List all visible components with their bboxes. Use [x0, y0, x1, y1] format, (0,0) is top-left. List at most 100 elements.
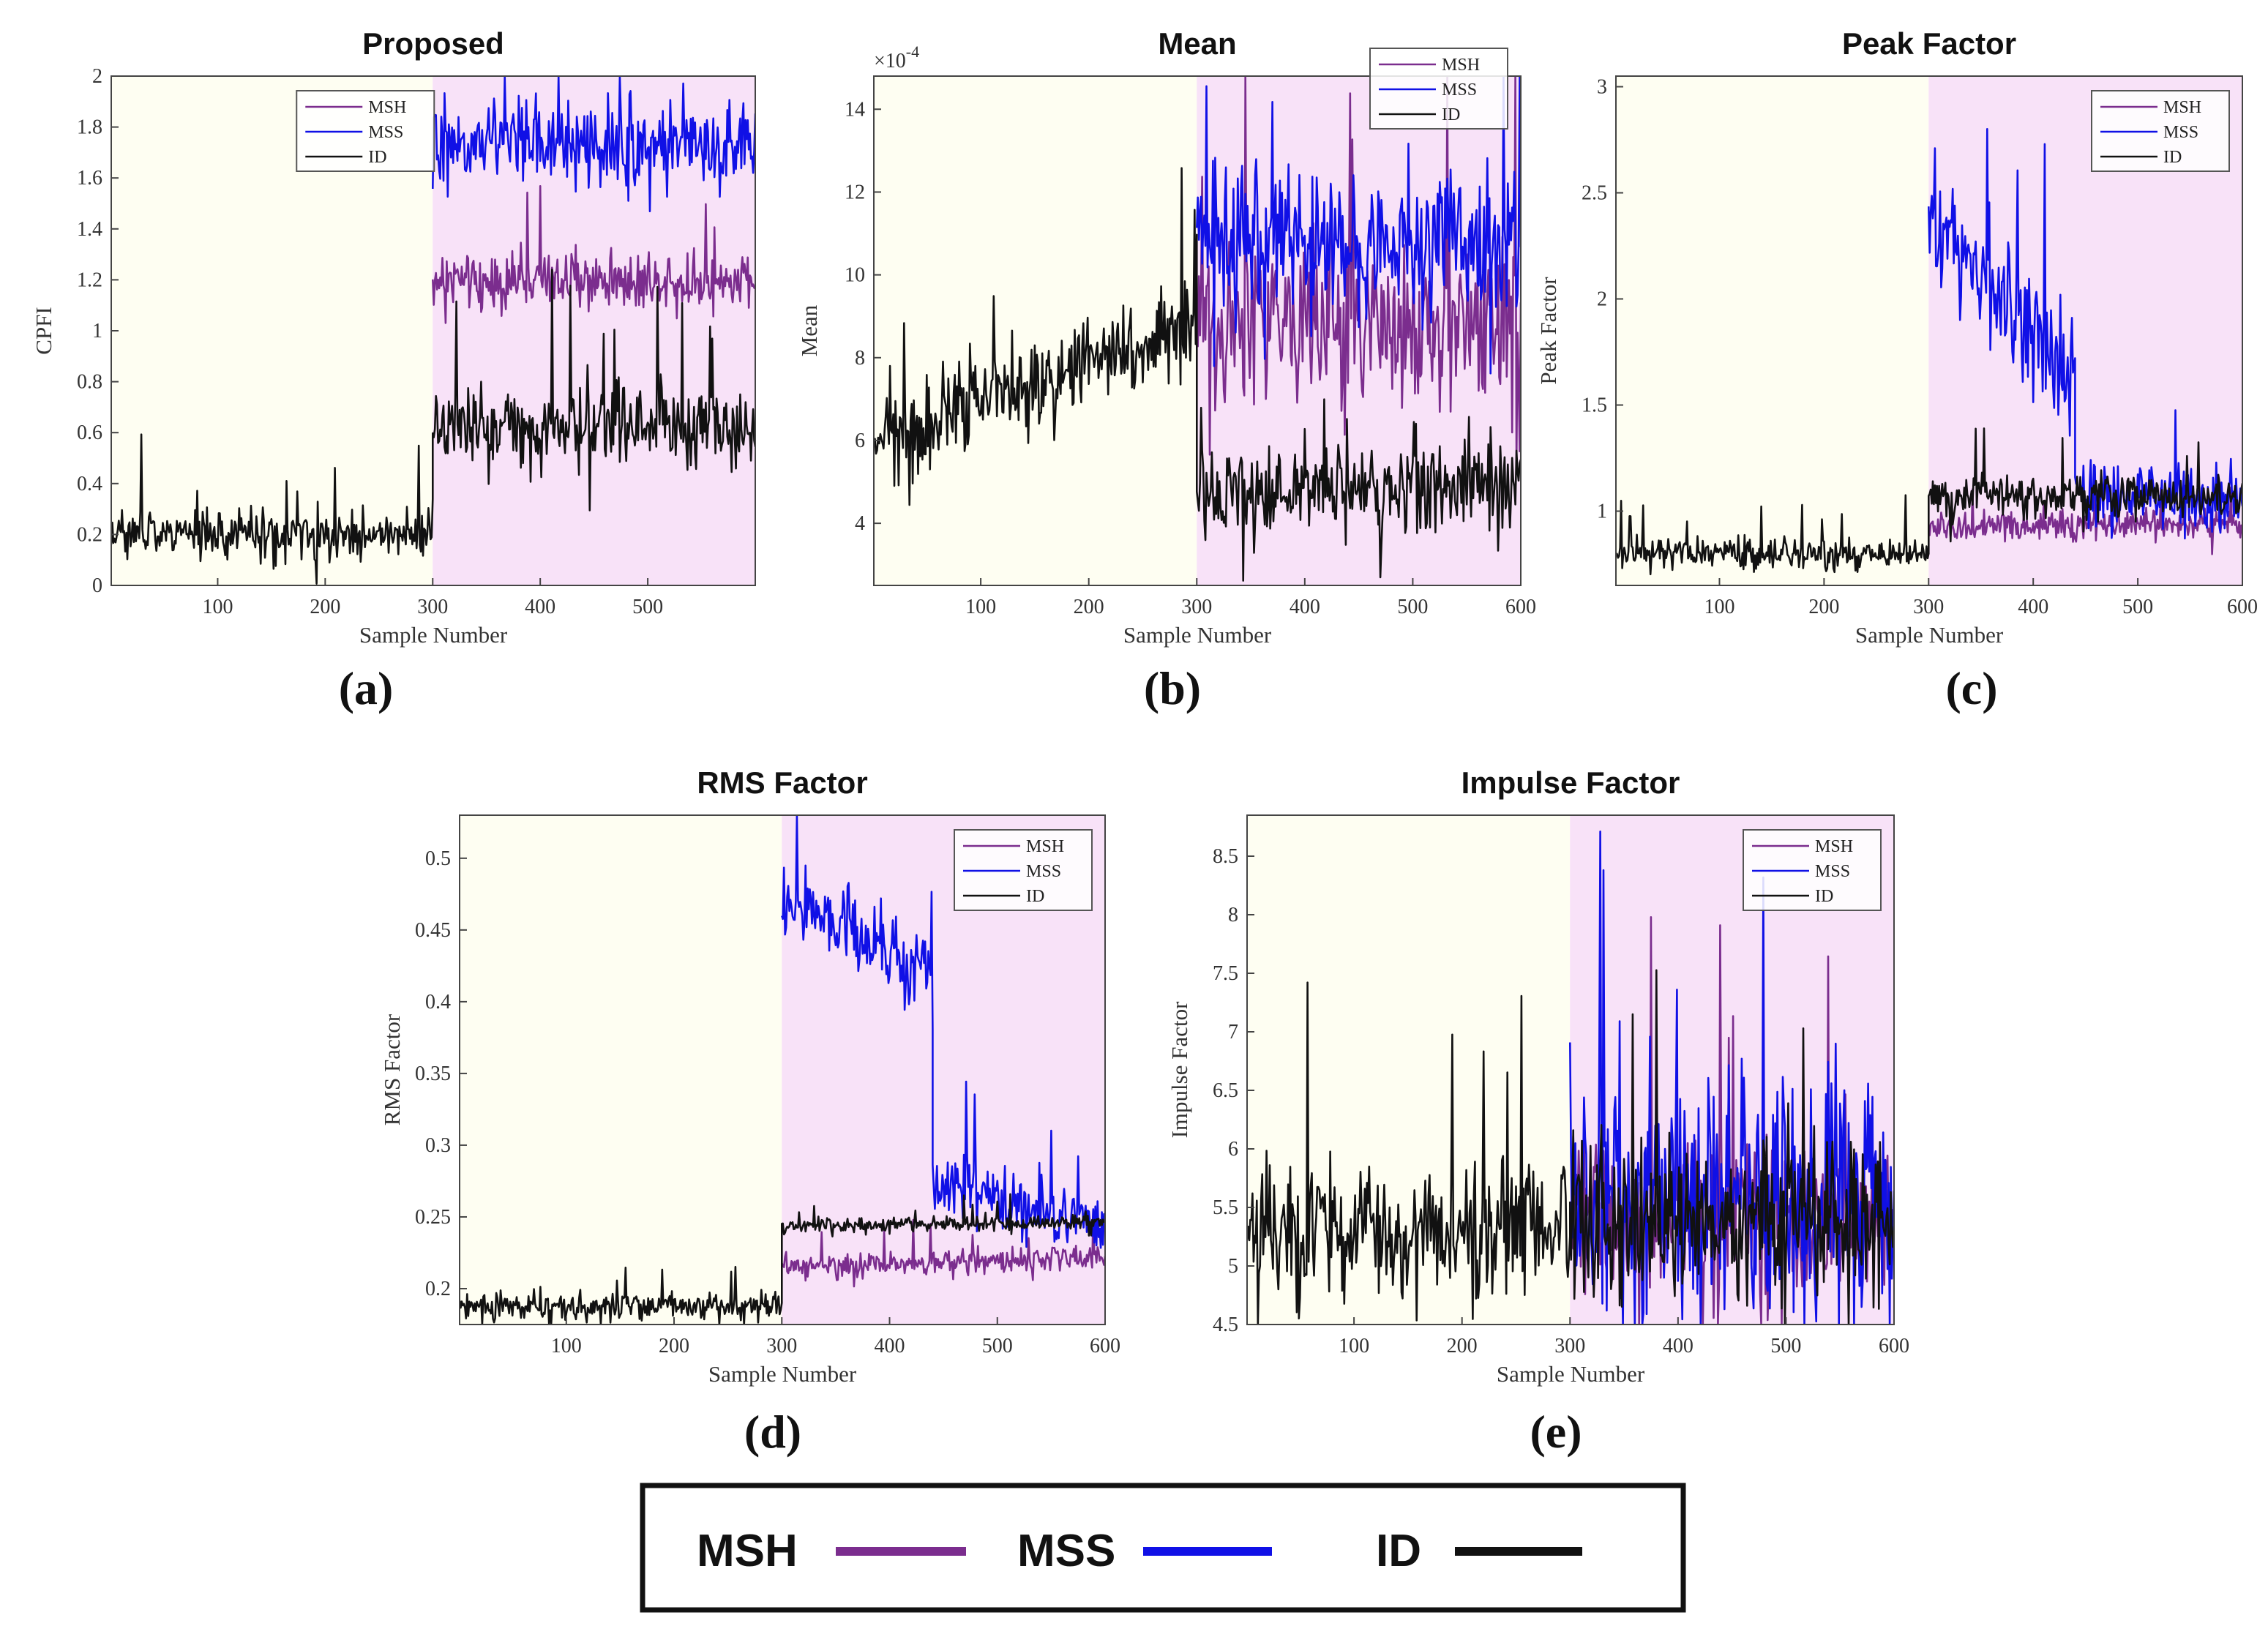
- panel-label: (d): [744, 1406, 801, 1458]
- chart-panel-c: 100 200 300 400 500 600 1 1.5 2 2.5 3 Peak Factor Sa…: [1535, 26, 2258, 714]
- y-tick-label: 14: [845, 98, 865, 121]
- x-axis-label: Sample Number: [1497, 1361, 1645, 1387]
- y-tick-label: 1.4: [77, 218, 102, 241]
- series-group: [1616, 128, 2242, 576]
- x-tick-label: 600: [1879, 1335, 1909, 1357]
- panel-label: (e): [1530, 1406, 1582, 1458]
- y-tick-label: 12: [845, 181, 865, 203]
- x-tick-label: 500: [1770, 1335, 1801, 1357]
- legend-entry-msh: MSH: [1815, 837, 1853, 856]
- x-tick-label: 400: [875, 1335, 905, 1357]
- x-tick-label: 300: [1181, 596, 1212, 618]
- series-group: [1247, 831, 1894, 1325]
- series-group: [111, 76, 755, 585]
- y-tick-label: 8.5: [1213, 845, 1238, 868]
- y-tick-label: 0.2: [425, 1278, 451, 1300]
- x-tick-label: 400: [2018, 596, 2048, 618]
- legend-entry-id: ID: [1442, 105, 1460, 124]
- legend-entry-id: ID: [1026, 887, 1044, 906]
- y-tick-label: 2: [92, 65, 102, 88]
- x-axis-label: Sample Number: [1855, 622, 2004, 648]
- chart-panel-d: 100 200 300 400 500 600 0.2 0.25 0.3 0.35 0.4 0.45 0…: [379, 765, 1120, 1458]
- series-line-id: [460, 1193, 1105, 1325]
- axis-exponent-power: -4: [906, 42, 919, 61]
- y-tick-label: 8: [1228, 904, 1238, 926]
- axis-exponent-label: ×10-4: [874, 42, 919, 72]
- x-tick-label: 200: [1074, 596, 1104, 618]
- panel-label: (a): [339, 662, 394, 714]
- y-tick-label: 4: [855, 512, 865, 535]
- x-tick-label: 100: [1339, 1335, 1369, 1357]
- legend-box: MSH MSS ID: [296, 90, 435, 172]
- healthy-region: [874, 76, 1197, 585]
- y-tick-label: 2.5: [1582, 182, 1607, 205]
- healthy-region: [460, 815, 782, 1325]
- panel-label: (c): [1945, 662, 1997, 714]
- fault-region: [433, 76, 755, 585]
- y-tick-label: 0.2: [77, 523, 102, 546]
- x-tick-label: 500: [982, 1335, 1013, 1357]
- legend-entry-msh: MSH: [2163, 98, 2201, 117]
- y-tick-label: 0.35: [415, 1063, 451, 1085]
- y-tick-label: 0.6: [77, 422, 102, 444]
- chart-panel-a: 100 200 300 400 500 0 0.2 0.4 0.6 0.8 1 1.2 1.4 1.6 1.…: [31, 26, 756, 714]
- y-tick-label: 6.5: [1213, 1079, 1238, 1102]
- y-tick-label: 0.45: [415, 919, 451, 942]
- y-tick-label: 0.25: [415, 1206, 451, 1229]
- legend-entry-msh: MSH: [1026, 837, 1064, 856]
- bottom-legend-label-id: ID: [1376, 1526, 1421, 1576]
- chart-panel-e: 100 200 300 400 500 600 4.5 5 5.5 6 6.5 7 7.5 8 8.5 Imp…: [1167, 765, 1909, 1458]
- series-line-msh: [432, 185, 755, 324]
- legend-entry-mss: MSS: [2163, 123, 2198, 142]
- x-tick-label: 500: [632, 596, 663, 618]
- x-tick-label: 200: [310, 596, 340, 618]
- y-tick-label: 5: [1228, 1255, 1238, 1278]
- y-tick-label: 0.5: [425, 847, 451, 870]
- legend-entry-id: ID: [368, 148, 386, 167]
- y-tick-label: 1.8: [77, 116, 102, 139]
- series-line-mss: [781, 815, 1105, 1249]
- legend-entry-mss: MSS: [1815, 862, 1850, 881]
- y-axis-label: Mean: [796, 304, 822, 356]
- x-tick-label: 400: [1663, 1335, 1693, 1357]
- series-line-id: [874, 167, 1521, 582]
- chart-panel-b: 100 200 300 400 500 600 4 6 8 10 12 14 ×10-4 Mean Samp…: [796, 26, 1536, 714]
- legend-entry-mss: MSS: [368, 123, 403, 142]
- y-tick-label: 1.2: [77, 269, 102, 291]
- y-tick-label: 5.5: [1213, 1196, 1238, 1219]
- x-tick-label: 200: [1808, 596, 1839, 618]
- chart-title: Peak Factor: [1842, 26, 2016, 61]
- x-tick-label: 100: [202, 596, 233, 618]
- chart-title: Impulse Factor: [1462, 765, 1680, 800]
- x-axis-label: Sample Number: [1123, 622, 1272, 648]
- legend-entry-mss: MSS: [1442, 80, 1477, 100]
- x-tick-label: 100: [1704, 596, 1734, 618]
- y-tick-label: 1: [1597, 501, 1607, 523]
- x-tick-label: 200: [1447, 1335, 1478, 1357]
- legend-entry-mss: MSS: [1026, 862, 1061, 881]
- chart-title: RMS Factor: [697, 765, 867, 800]
- y-tick-label: 1.5: [1582, 394, 1607, 417]
- bottom-legend-label-mss: MSS: [1017, 1526, 1115, 1576]
- y-tick-label: 4.5: [1213, 1314, 1238, 1336]
- legend-entry-msh: MSH: [368, 98, 406, 117]
- y-tick-label: 3: [1597, 76, 1607, 99]
- x-tick-label: 300: [1554, 1335, 1585, 1357]
- x-tick-label: 300: [417, 596, 448, 618]
- series-line-id: [1247, 969, 1894, 1325]
- x-tick-label: 200: [659, 1335, 689, 1357]
- y-tick-label: 6: [855, 430, 865, 452]
- x-tick-label: 100: [551, 1335, 582, 1357]
- x-tick-label: 400: [525, 596, 555, 618]
- y-tick-label: 1: [92, 320, 102, 342]
- y-tick-label: 8: [855, 347, 865, 370]
- x-axis-label: Sample Number: [359, 622, 508, 648]
- legend-entry-id: ID: [1815, 887, 1833, 906]
- legend-entry-id: ID: [2163, 148, 2182, 167]
- bottom-legend: MSH MSS ID: [640, 1483, 1686, 1613]
- x-tick-label: 400: [1290, 596, 1320, 618]
- y-tick-label: 0.4: [77, 473, 102, 495]
- chart-title: Mean: [1158, 26, 1236, 61]
- x-tick-label: 300: [766, 1335, 797, 1357]
